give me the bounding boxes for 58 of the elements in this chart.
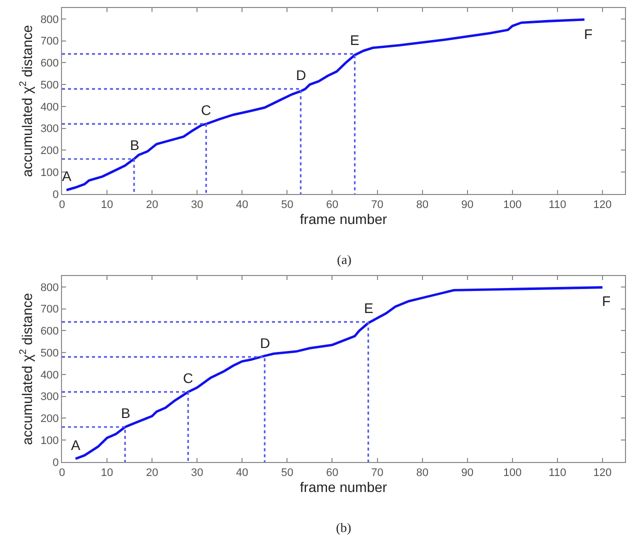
x-tick-label: 30 (190, 467, 204, 480)
y-tick-label: 300 (40, 391, 59, 404)
x-tick-label: 10 (100, 199, 114, 212)
x-tick-label: 50 (281, 467, 294, 480)
x-tick-label: 80 (416, 199, 428, 212)
y-tick-label: 100 (40, 434, 59, 447)
x-tick-label: 50 (281, 199, 294, 212)
annotation: A (71, 437, 81, 453)
y-tick-label: 200 (40, 145, 59, 158)
y-tick-label: 0 (52, 456, 59, 469)
annotation: C (183, 370, 194, 386)
x-tick-label: 40 (236, 467, 248, 480)
x-tick-label: 10 (100, 467, 114, 480)
text: (a) (337, 252, 352, 267)
annotation: E (350, 32, 360, 48)
y-tick-label: 500 (40, 79, 59, 92)
x-axis-title: frame number (300, 479, 388, 496)
x-tick-label: 120 (593, 199, 612, 212)
annotation: F (602, 293, 611, 309)
x-tick-label: 90 (461, 467, 474, 480)
y-tick-label: 400 (40, 369, 59, 382)
y-tick-label: 600 (40, 326, 59, 338)
x-tick-label: 110 (548, 199, 566, 212)
y-tick-label: 800 (40, 282, 59, 294)
annotation: B (130, 137, 140, 153)
y-tick-label: 0 (52, 188, 59, 201)
x-tick-label: 100 (503, 199, 522, 212)
y-tick-label: 700 (40, 304, 59, 316)
annotation: B (121, 405, 130, 421)
x-tick-label: 20 (146, 467, 158, 480)
x-tick-label: 120 (593, 467, 612, 480)
annotation: D (260, 335, 270, 351)
annotation: D (296, 67, 306, 83)
y-tick-label: 700 (40, 36, 59, 48)
y-tick-label: 800 (40, 14, 59, 26)
y-tick-label: 600 (40, 58, 59, 70)
y-tick-label: 400 (40, 101, 59, 114)
x-tick-label: 110 (548, 467, 566, 480)
x-tick-label: 70 (371, 199, 384, 212)
y-tick-label: 100 (40, 166, 59, 179)
x-tick-label: 90 (461, 199, 474, 212)
x-tick-label: 40 (236, 199, 248, 212)
x-tick-label: 60 (326, 467, 338, 480)
x-tick-label: 60 (326, 199, 338, 212)
y-tick-label: 500 (40, 347, 59, 360)
x-axis-title: frame number (300, 211, 388, 228)
annotation: A (62, 168, 72, 184)
text: (b) (336, 520, 352, 535)
annotation: E (364, 300, 374, 316)
x-tick-label: 80 (416, 467, 428, 480)
x-tick-label: 100 (503, 467, 522, 480)
x-tick-label: 70 (371, 467, 384, 480)
annotation: C (201, 102, 212, 118)
y-tick-label: 200 (40, 413, 59, 426)
x-tick-label: 20 (146, 199, 158, 212)
x-tick-label: 30 (190, 199, 204, 212)
annotation: F (584, 26, 593, 42)
y-tick-label: 300 (40, 123, 59, 136)
